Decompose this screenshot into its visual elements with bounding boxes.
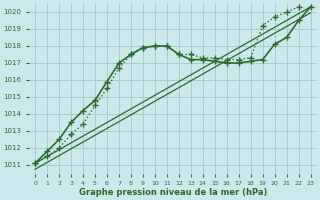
X-axis label: Graphe pression niveau de la mer (hPa): Graphe pression niveau de la mer (hPa): [79, 188, 267, 197]
